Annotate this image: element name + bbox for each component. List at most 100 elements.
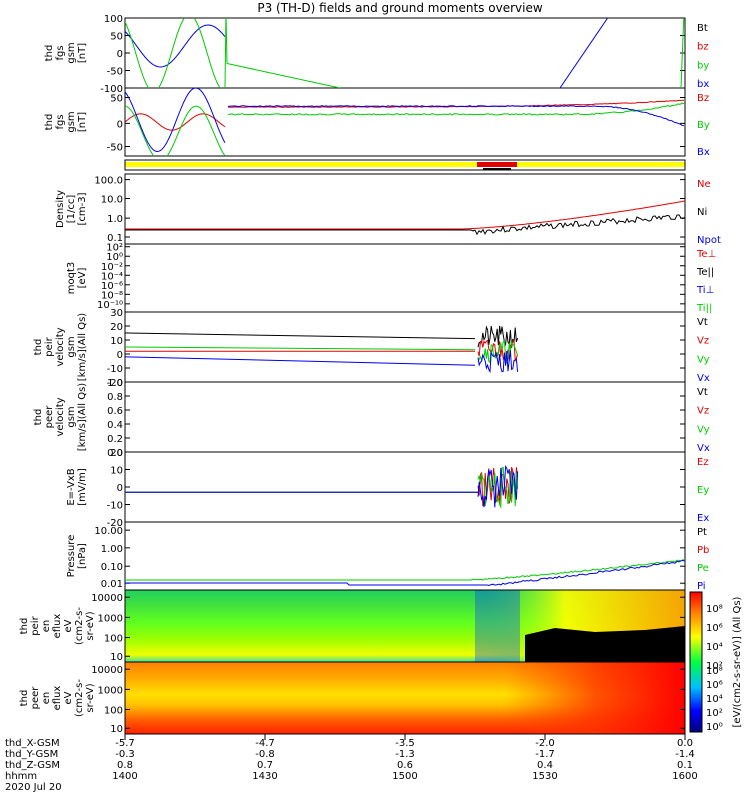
line-by2-late xyxy=(227,102,685,116)
footer-value: 0.4 xyxy=(537,760,553,771)
ytick-label: 0.8 xyxy=(107,392,123,403)
legend-entry: Ex xyxy=(697,513,709,524)
ytick-label: 10 xyxy=(110,652,123,663)
panel-frame xyxy=(124,159,686,171)
legend-entry: Vx xyxy=(697,373,710,384)
ytick-label: 0.01 xyxy=(101,579,123,590)
colorbar-tick: 10⁶ xyxy=(706,680,723,691)
ytick-label: 0 xyxy=(117,483,123,494)
ytick-label: 0 xyxy=(117,119,123,130)
ytick-label: 10⁻⁶ xyxy=(101,281,123,292)
ytick-label: -100 xyxy=(100,84,123,95)
ytick-label: 100 xyxy=(104,706,123,717)
panel-frame xyxy=(124,311,686,383)
ylabel-line: thd xyxy=(19,690,30,707)
ytick-label: 10.00 xyxy=(94,526,123,537)
colorbar-tick: 10² xyxy=(706,661,723,672)
panel-6: 1.0 0.8 0.6 0.4 0.2 0.0 thd peer velocity gsm [km/… xyxy=(33,378,710,459)
ytick-label: 30 xyxy=(110,308,123,319)
ytick-label: -20 xyxy=(107,378,123,389)
ytick-label: 0.1 xyxy=(107,233,123,244)
ylabel-line: fgs xyxy=(55,45,66,60)
panel-2 xyxy=(124,159,686,171)
legend-entry: Ey xyxy=(697,485,709,496)
legend-entry: Bx xyxy=(697,147,710,158)
footer-value: -2.0 xyxy=(535,738,555,749)
colorbar-tick: 10⁰ xyxy=(706,722,723,733)
ylabel-line: thd xyxy=(33,339,44,356)
footer-value: 1600 xyxy=(672,771,697,782)
panel-frame xyxy=(124,243,686,313)
ylabel-line: thd xyxy=(19,618,30,635)
ylabel-line: gsm xyxy=(66,111,77,132)
ytick-label: 1.0 xyxy=(107,214,123,225)
panel-8: 10.00 1.00 0.10 0.01 Pressure [nPa] Pt Pb Pe Pi xyxy=(66,521,709,592)
line-vx xyxy=(125,356,476,366)
legend-entry: Pi xyxy=(697,581,706,592)
colorbar-tick: 10⁶ xyxy=(706,623,723,634)
line-temp-0 xyxy=(125,249,685,250)
footer-value: -0.3 xyxy=(115,749,135,760)
legend-entry: Ni xyxy=(697,207,707,218)
ytick-label: 10000 xyxy=(91,593,123,604)
ylabel-line: moqt3 xyxy=(66,262,77,295)
footer-value: 0.8 xyxy=(117,760,133,771)
legend-entry: Vt xyxy=(697,387,708,398)
footer-value: -4.7 xyxy=(255,738,275,749)
panel-frame xyxy=(124,381,686,453)
colorbar-tick: 10² xyxy=(706,708,723,719)
ytick-label: 0.6 xyxy=(107,406,123,417)
colorbar-tick: 10⁴ xyxy=(706,694,723,705)
line-by xyxy=(125,18,221,88)
ylabel-line: [mV/m] xyxy=(77,468,88,506)
footer-row-label: thd_Y-GSM xyxy=(5,749,58,760)
legend-entry: Bt xyxy=(697,23,708,34)
ylabel-line: en xyxy=(41,620,52,633)
ytick-label: 10 xyxy=(110,466,123,477)
colorbar-tick: 10⁸ xyxy=(706,604,723,615)
colorbar-tick: 10⁴ xyxy=(706,642,723,653)
ytick-label: 20 xyxy=(110,322,123,333)
ylabel-line: gsm xyxy=(66,336,77,357)
line-temp-1 xyxy=(125,251,685,252)
line-e-burst-2 xyxy=(477,464,519,508)
ytick-label: 0 xyxy=(117,49,123,60)
mode-bar-red xyxy=(477,162,517,167)
legend-entry: Te|| xyxy=(696,267,714,278)
line-v-burst-3 xyxy=(477,350,519,374)
ytick-label: 100 xyxy=(104,14,123,25)
panel-10: 10000 1000 100 10 thd peer en eflux eV (cm2-s-sr-… xyxy=(19,661,686,735)
footer-value: -5.7 xyxy=(115,738,135,749)
footer-value: 0.0 xyxy=(677,738,693,749)
ylabel-line: peir xyxy=(44,336,55,356)
ylabel-line: [eV] xyxy=(77,268,88,289)
ytick-label: -20 xyxy=(107,518,123,529)
footer-row-label: thd_Z-GSM xyxy=(5,760,60,771)
legend-entry: Bz xyxy=(697,93,709,104)
legend-entry: bz xyxy=(697,42,709,53)
line-pe xyxy=(125,559,685,581)
ylabel-line: thd xyxy=(44,114,55,131)
mode-bar-black xyxy=(483,168,511,170)
ytick-label: 1000 xyxy=(98,613,123,624)
ytick-label: -10 xyxy=(107,364,123,375)
ytick-label: 0.0 xyxy=(107,448,123,459)
line-vy xyxy=(125,346,476,351)
line-v-burst-2 xyxy=(477,339,519,365)
ytick-label: 20 xyxy=(110,448,123,459)
legend-entry: Vz xyxy=(697,336,709,347)
ion-spectrogram-noise xyxy=(475,590,520,662)
legend-entry: Te⊥ xyxy=(696,249,716,260)
panel-9: 10000 1000 100 10 thd peir en eflux eV (cm2-s-sr-… xyxy=(19,589,686,663)
electron-spectrogram-right xyxy=(505,662,685,734)
legend-entry: Pb xyxy=(697,545,709,556)
panel-frame xyxy=(124,173,686,245)
ylabel-line: [nPa] xyxy=(77,543,88,569)
mode-bar-yellow xyxy=(125,162,685,167)
ytick-label: 10⁻⁴ xyxy=(101,271,123,282)
ytick-label: 10⁻¹⁰ xyxy=(97,300,123,311)
ytick-label: -50 xyxy=(107,142,123,153)
footer-value: 1430 xyxy=(252,771,277,782)
ytick-label: 10000 xyxy=(91,665,123,676)
